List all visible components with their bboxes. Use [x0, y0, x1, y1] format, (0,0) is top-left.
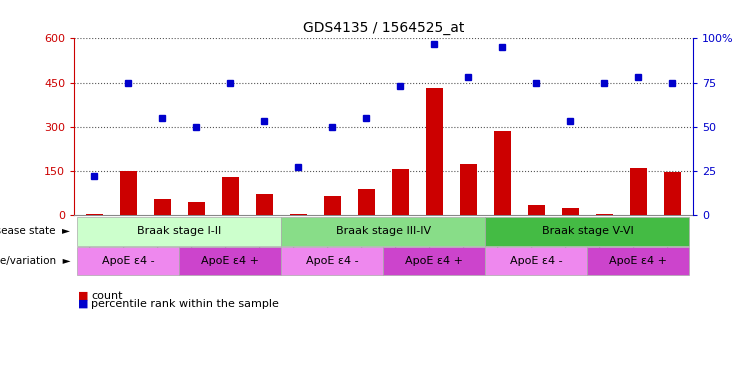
Bar	[154, 199, 171, 215]
Bar	[324, 196, 341, 215]
Bar	[290, 214, 307, 215]
Text: ApoE ε4 +: ApoE ε4 +	[609, 256, 668, 266]
Bar	[392, 169, 409, 215]
Bar	[188, 202, 205, 215]
Text: ApoE ε4 -: ApoE ε4 -	[306, 256, 359, 266]
Bar	[562, 208, 579, 215]
Bar	[426, 88, 443, 215]
Bar	[120, 171, 137, 215]
Bar	[664, 172, 681, 215]
Bar	[528, 205, 545, 215]
Bar	[460, 164, 477, 215]
Text: ApoE ε4 +: ApoE ε4 +	[405, 256, 463, 266]
Bar	[596, 214, 613, 215]
Title: GDS4135 / 1564525_at: GDS4135 / 1564525_at	[303, 21, 464, 35]
Text: ApoE ε4 +: ApoE ε4 +	[202, 256, 259, 266]
Text: percentile rank within the sample: percentile rank within the sample	[91, 299, 279, 309]
Text: ■: ■	[78, 299, 92, 309]
Text: ■: ■	[78, 291, 92, 301]
Bar	[222, 177, 239, 215]
Bar	[86, 214, 103, 215]
Text: Braak stage V-VI: Braak stage V-VI	[542, 226, 634, 237]
Text: Braak stage III-IV: Braak stage III-IV	[336, 226, 431, 237]
Bar	[494, 131, 511, 215]
Bar	[630, 168, 647, 215]
Bar	[358, 189, 375, 215]
Text: genotype/variation  ►: genotype/variation ►	[0, 256, 70, 266]
Text: ApoE ε4 -: ApoE ε4 -	[510, 256, 562, 266]
Text: count: count	[91, 291, 123, 301]
Text: ApoE ε4 -: ApoE ε4 -	[102, 256, 155, 266]
Bar	[256, 194, 273, 215]
Text: Braak stage I-II: Braak stage I-II	[137, 226, 222, 237]
Text: disease state  ►: disease state ►	[0, 226, 70, 237]
